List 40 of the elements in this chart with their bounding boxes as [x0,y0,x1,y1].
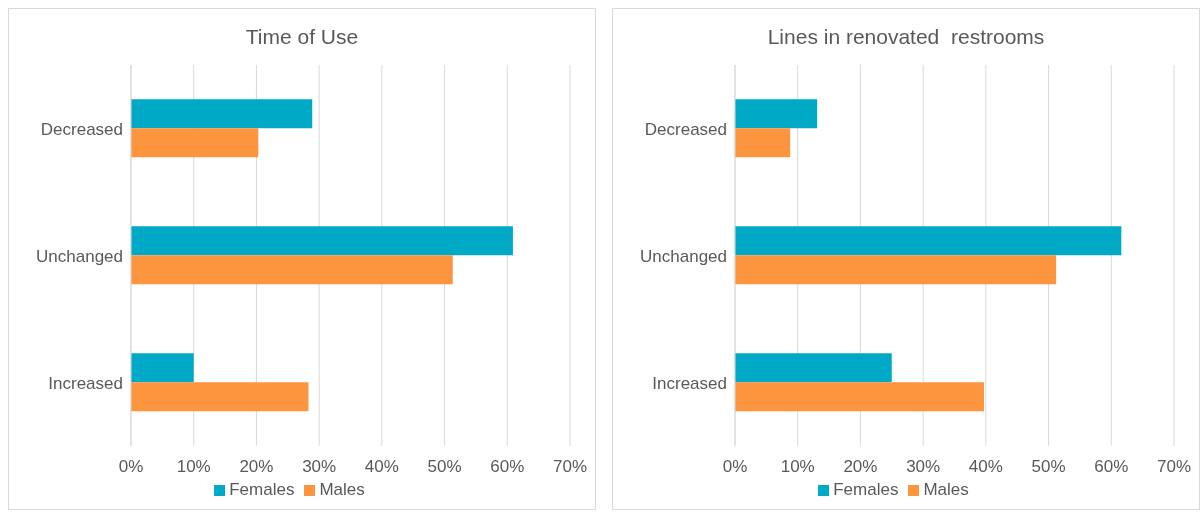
bar [735,382,984,412]
chart-title: Time of Use [244,25,360,50]
bar [735,128,791,158]
x-tick-label: 40% [968,457,1003,477]
bar [735,226,1122,256]
bar [131,353,194,383]
x-tick-label: 70% [1156,457,1192,477]
x-tick-label: 10% [176,457,211,477]
x-tick-label: 20% [843,457,878,477]
chart-title: Lines in renovated restrooms [766,25,1046,50]
bar [131,99,313,129]
x-tick-label: 30% [906,457,941,477]
x-tick-label: 50% [427,457,462,477]
y-tick-label: Decreased [40,119,123,139]
y-tick-label: Increased [652,373,727,393]
bar [735,99,818,129]
x-tick-label: 20% [239,457,274,477]
y-tick-label: Unchanged [640,246,727,266]
bar [131,382,309,412]
legend-label: Males [319,480,365,499]
bar [735,353,892,383]
bar [131,226,513,256]
legend-label: Males [923,480,969,499]
x-tick-label: 0% [118,457,144,477]
bar [131,128,259,158]
y-tick-label: Increased [48,373,123,393]
x-tick-label: 40% [364,457,399,477]
legend-label: Females [229,480,295,499]
x-tick-label: 10% [780,457,815,477]
x-tick-label: 50% [1031,457,1066,477]
y-tick-label: Unchanged [36,246,123,266]
x-tick-label: 60% [490,457,525,477]
x-tick-label: 60% [1094,457,1129,477]
bar [131,255,453,285]
bar [735,255,1057,285]
x-tick-label: 30% [302,457,337,477]
y-tick-label: Decreased [644,119,727,139]
x-tick-label: 70% [552,457,588,477]
legend-label: Females [833,480,899,499]
x-tick-label: 0% [722,457,748,477]
